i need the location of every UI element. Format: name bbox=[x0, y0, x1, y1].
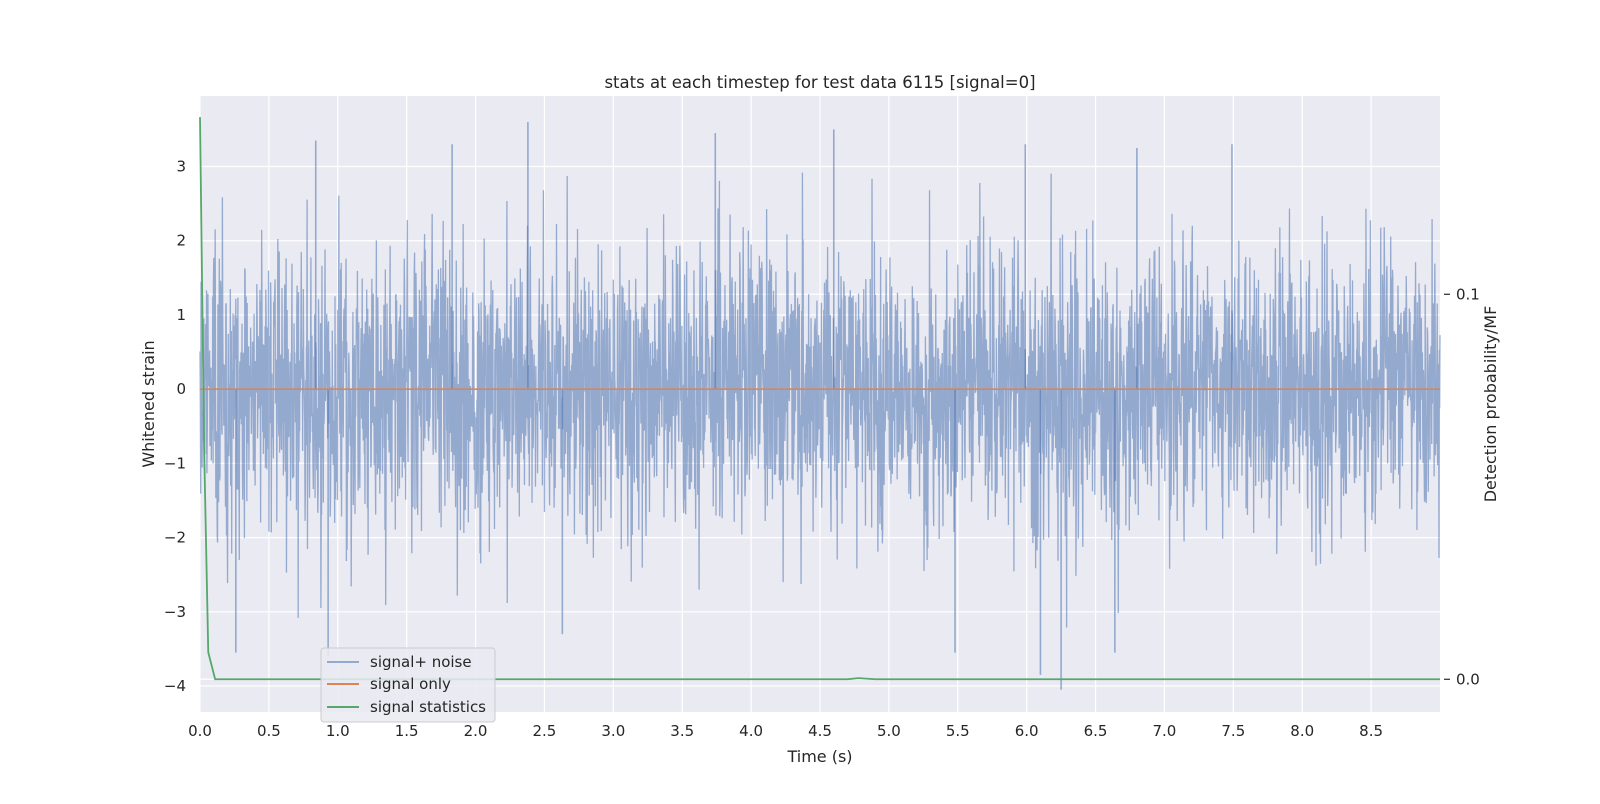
y-tick-label: −3 bbox=[164, 603, 186, 621]
x-tick-label: 6.0 bbox=[1015, 722, 1039, 740]
x-tick-label: 5.5 bbox=[946, 722, 970, 740]
x-tick-label: 8.0 bbox=[1290, 722, 1314, 740]
legend-label-signal-only: signal only bbox=[370, 675, 451, 693]
x-tick-label: 8.5 bbox=[1359, 722, 1383, 740]
tick-labels: 0.0 0.5 1.0 1.5 2.0 2.5 3.0 3.5 4.0 4.5 5.0 5.5 6.0 6… bbox=[164, 158, 1480, 740]
x-tick-label: 2.5 bbox=[533, 722, 557, 740]
x-tick-label: 1.0 bbox=[326, 722, 350, 740]
x-tick-label: 2.0 bbox=[464, 722, 488, 740]
chart-title: stats at each timestep for test data 611… bbox=[604, 73, 1035, 92]
x-tick-label: 0.0 bbox=[188, 722, 212, 740]
series-signal-statistics bbox=[199, 117, 1440, 681]
x-tick-label: 7.0 bbox=[1153, 722, 1177, 740]
y-tick-label: −1 bbox=[164, 454, 186, 472]
x-tick-label: 5.0 bbox=[877, 722, 901, 740]
y2-tick-label: 0.1 bbox=[1456, 285, 1480, 303]
y2-tick-label: 0.0 bbox=[1456, 670, 1480, 688]
x-tick-label: 6.5 bbox=[1084, 722, 1108, 740]
x-tick-label: 3.0 bbox=[601, 722, 625, 740]
x-tick-label: 7.5 bbox=[1221, 722, 1245, 740]
legend-label-signal-noise: signal+ noise bbox=[370, 653, 472, 671]
y-tick-label: −2 bbox=[164, 529, 186, 547]
legend-label-signal-statistics: signal statistics bbox=[370, 698, 486, 716]
legend-box bbox=[320, 647, 496, 723]
x-tick-label: 0.5 bbox=[257, 722, 281, 740]
y-tick-label: 2 bbox=[176, 232, 186, 250]
y-axis-title: Whitened strain bbox=[139, 340, 158, 467]
y2-axis-title: Detection probability/MF bbox=[1481, 306, 1500, 503]
y-tick-label: −4 bbox=[164, 677, 186, 695]
x-tick-label: 4.0 bbox=[739, 722, 763, 740]
series-signal-noise bbox=[199, 172, 1441, 628]
y-tick-label: 3 bbox=[176, 158, 186, 176]
legend: signal+ noise signal only signal statist… bbox=[320, 647, 496, 723]
y-tick-label: 0 bbox=[176, 380, 186, 398]
x-tick-label: 4.5 bbox=[808, 722, 832, 740]
x-tick-label: 1.5 bbox=[395, 722, 419, 740]
y-tick-label: 1 bbox=[176, 306, 186, 324]
data-layer bbox=[199, 117, 1441, 690]
x-tick-label: 3.5 bbox=[670, 722, 694, 740]
x-axis-title: Time (s) bbox=[786, 747, 852, 766]
